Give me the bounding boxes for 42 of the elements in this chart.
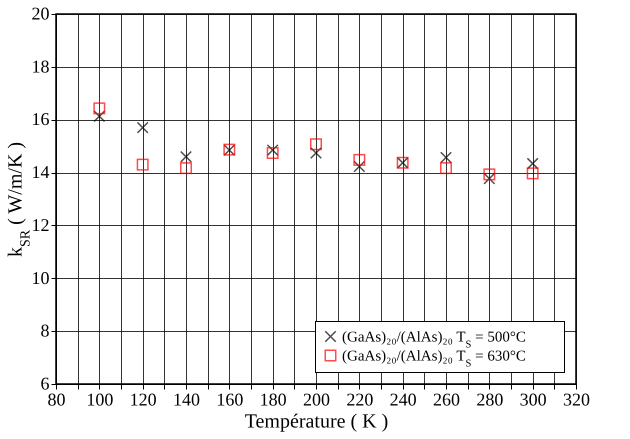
y-tick-label: 6 xyxy=(40,374,50,394)
x-axis-title: Température ( K ) xyxy=(244,410,388,432)
x-tick-label: 100 xyxy=(86,390,114,410)
x-tick-label: 160 xyxy=(216,390,244,410)
x-tick-label: 120 xyxy=(130,390,157,410)
point xyxy=(310,147,322,160)
x-tick-label: 240 xyxy=(390,390,417,410)
point xyxy=(180,162,192,174)
x-tick-label: 220 xyxy=(346,390,374,410)
point xyxy=(440,162,452,174)
point xyxy=(93,110,106,122)
point xyxy=(266,147,279,160)
y-tick-label: 20 xyxy=(32,4,50,24)
x-tick-label: 180 xyxy=(260,390,287,410)
legend-label: (GaAs)₂₀/(AlAs)₂₀ T$_{S}$ = 630°C xyxy=(342,348,526,369)
point xyxy=(180,150,192,163)
y-tick-label: 8 xyxy=(40,320,50,341)
x-tick-label: 280 xyxy=(476,390,504,410)
y-tick-label: 10 xyxy=(32,268,50,288)
x-tick-label: 320 xyxy=(563,390,590,410)
y-tick-label: 12 xyxy=(32,214,50,235)
x-tick-label: 80 xyxy=(48,390,66,410)
point xyxy=(440,152,452,164)
x-tick-label: 300 xyxy=(520,390,547,410)
point xyxy=(353,160,366,172)
x-tick-label: 260 xyxy=(433,390,460,410)
point xyxy=(483,172,496,185)
point xyxy=(353,154,366,166)
y-tick-label: 16 xyxy=(32,109,50,130)
point xyxy=(266,144,279,156)
point xyxy=(136,158,149,171)
y-tick-label: 14 xyxy=(32,162,50,182)
x-tick-label: 140 xyxy=(173,390,200,410)
point xyxy=(526,158,539,170)
point xyxy=(526,167,539,180)
point xyxy=(136,122,149,134)
x-tick-label: 200 xyxy=(303,390,330,410)
point xyxy=(93,102,106,114)
legend-label: (GaAs)₂₀/(AlAs)₂₀ T$_{S}$ = 500°C xyxy=(342,330,526,350)
point xyxy=(483,168,496,180)
y-tick-label: 18 xyxy=(32,56,50,76)
point xyxy=(310,138,322,150)
